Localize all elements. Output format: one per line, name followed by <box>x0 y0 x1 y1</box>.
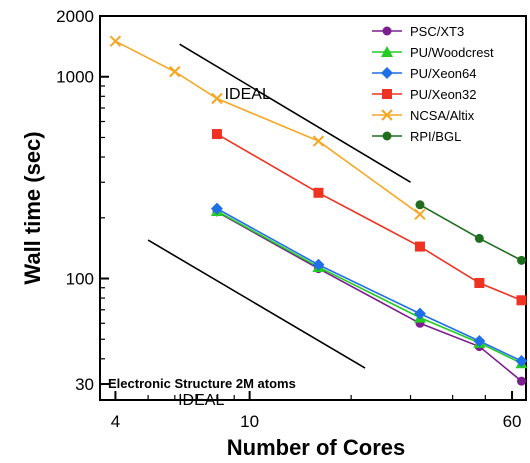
x-tick-label: 60 <box>503 412 522 431</box>
data-point <box>313 187 324 198</box>
legend-marker <box>382 131 392 141</box>
legend-item: PU/Woodcrest <box>372 45 494 60</box>
marker-stroke <box>169 65 181 78</box>
axes: 30 100 1000 2000 4 10 60 Number of Cores Wall ti… <box>20 7 527 460</box>
legend-marker <box>381 67 393 79</box>
legend-item: PSC/XT3 <box>372 24 464 39</box>
x-tick-label: 4 <box>111 412 120 431</box>
series-layer <box>109 35 528 386</box>
data-point <box>516 295 527 306</box>
series-line <box>419 204 522 262</box>
plot-frame <box>99 15 527 401</box>
data-point <box>210 202 223 215</box>
ideal-line <box>179 43 411 183</box>
legend-label: PU/Xeon32 <box>410 87 477 102</box>
marker-stroke <box>312 135 325 147</box>
marker-stroke <box>381 109 393 121</box>
legend-marker <box>382 89 392 99</box>
legend-label: RPI/BGL <box>410 129 461 144</box>
series-rpi-bgl <box>415 200 526 265</box>
data-point <box>211 92 223 105</box>
legend-label: PSC/XT3 <box>410 24 464 39</box>
series-line <box>115 40 421 215</box>
y-tick-label: 100 <box>66 270 94 289</box>
marker-stroke <box>211 92 223 105</box>
data-point <box>474 233 484 243</box>
marker-stroke <box>109 35 122 47</box>
data-point <box>415 200 425 210</box>
data-point <box>473 335 486 348</box>
series-pu-xeon32 <box>211 129 527 306</box>
y-tick-label: 1000 <box>56 68 94 87</box>
data-point <box>515 355 528 368</box>
series-pu-xeon64 <box>210 202 528 368</box>
data-point <box>169 65 181 78</box>
y-tick-label: 2000 <box>56 7 94 26</box>
x-axis-title: Number of Cores <box>227 435 405 460</box>
y-tick-label: 30 <box>75 375 94 394</box>
y-axis-title: Wall time (sec) <box>20 131 45 284</box>
data-point <box>312 258 325 271</box>
x-tick-label: 10 <box>240 412 259 431</box>
legend-item: RPI/BGL <box>372 129 461 144</box>
data-point <box>312 135 325 147</box>
data-point <box>516 376 526 386</box>
ideal-label: IDEAL <box>225 86 271 103</box>
marker-stroke <box>414 208 426 221</box>
data-point <box>414 208 426 221</box>
chart-annotation: Electronic Structure 2M atoms <box>108 376 296 391</box>
data-point <box>211 129 222 140</box>
data-point <box>109 35 122 47</box>
data-point <box>474 278 485 289</box>
legend-item: PU/Xeon32 <box>372 87 477 102</box>
legend-marker <box>381 46 393 57</box>
legend-label: NCSA/Altix <box>410 108 475 123</box>
legend-marker <box>382 26 392 36</box>
legend: PSC/XT3 PU/Woodcrest PU/Xeon64 PU/Xeon32 NCS… <box>372 24 494 144</box>
data-point <box>414 241 425 252</box>
series-ncsa-altix <box>109 35 426 221</box>
ideal-label: IDEAL <box>178 392 224 409</box>
legend-item: PU/Xeon64 <box>372 66 477 81</box>
legend-item: NCSA/Altix <box>372 108 475 123</box>
legend-marker <box>381 109 393 121</box>
legend-label: PU/Xeon64 <box>410 66 477 81</box>
series-line <box>216 133 522 302</box>
data-point <box>413 307 426 320</box>
data-point <box>516 255 526 265</box>
ideal-line <box>147 239 366 369</box>
ideal-lines: IDEAL IDEAL <box>147 43 411 409</box>
legend-label: PU/Woodcrest <box>410 45 494 60</box>
